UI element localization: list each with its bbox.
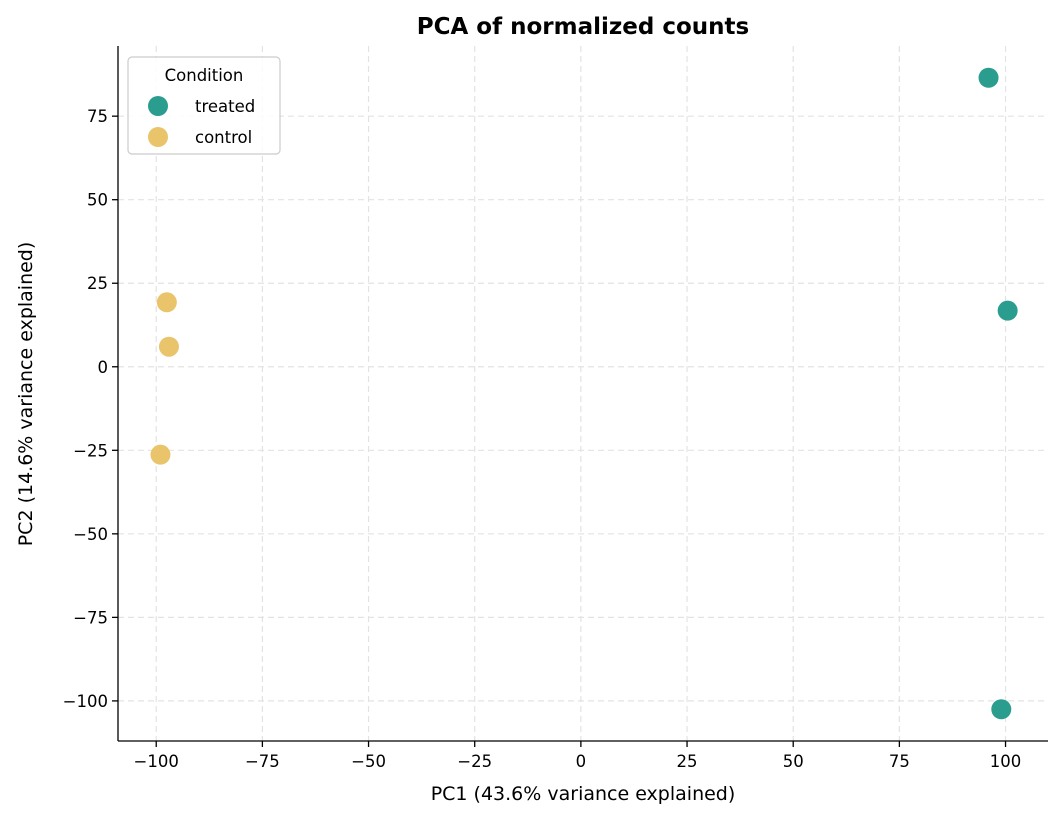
data-points — [150, 67, 1018, 720]
point-treated — [997, 300, 1018, 321]
point-control — [158, 336, 179, 357]
y-tick-label: −50 — [73, 525, 108, 544]
x-tick-label: 25 — [677, 752, 698, 771]
y-tick-label: 75 — [87, 107, 108, 126]
point-treated — [991, 699, 1012, 720]
x-tick-label: −25 — [457, 752, 492, 771]
y-tick-label: −100 — [63, 692, 108, 711]
point-control — [150, 444, 171, 465]
legend-label-treated: treated — [195, 97, 255, 116]
y-tick-label: 50 — [87, 191, 108, 210]
y-tick-label: −25 — [73, 441, 108, 460]
x-tick-label: 75 — [889, 752, 910, 771]
y-axis-ticks: −100 −75 −50 −25 0 25 50 75 — [63, 107, 118, 711]
y-tick-label: 0 — [98, 358, 109, 377]
y-tick-label: 25 — [87, 274, 108, 293]
x-tick-label: 100 — [990, 752, 1022, 771]
y-tick-label: −75 — [73, 608, 108, 627]
x-axis-ticks: −100 −75 −50 −25 0 25 50 75 100 — [134, 741, 1022, 771]
legend-marker-control — [148, 127, 168, 147]
legend-box — [127, 56, 281, 155]
point-treated — [978, 67, 999, 88]
x-tick-label: −50 — [351, 752, 386, 771]
x-tick-label: 50 — [783, 752, 804, 771]
point-control — [156, 292, 177, 313]
chart-title: PCA of normalized counts — [417, 14, 749, 40]
y-axis-label: PC2 (14.6% variance explained) — [15, 242, 37, 547]
legend-marker-treated — [148, 96, 168, 116]
x-tick-label: −75 — [245, 752, 280, 771]
x-tick-label: 0 — [576, 752, 587, 771]
legend-label-control: control — [195, 128, 252, 147]
legend: Condition treated control — [127, 56, 281, 155]
x-tick-label: −100 — [134, 752, 179, 771]
legend-title: Condition — [165, 66, 244, 85]
x-axis-label: PC1 (43.6% variance explained) — [431, 783, 736, 805]
